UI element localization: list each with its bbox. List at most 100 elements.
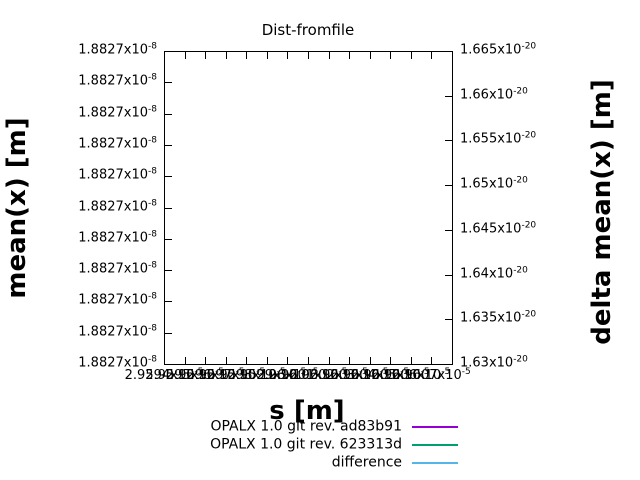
x-tick-mark-top (369, 52, 371, 59)
tick-mantissa: 2.9605x10 (350, 368, 421, 383)
y-tick-label-left: 1.8827x10-8 (37, 135, 157, 152)
x-tick-mark-top (184, 52, 186, 59)
x-tick-label: 2.9599x10-5 (227, 367, 307, 384)
tick-exponent: -5 (441, 367, 451, 377)
x-tick-mark-top (328, 52, 330, 59)
tick-mantissa: 2.96x10 (256, 368, 310, 383)
x-tick-mark-top (205, 52, 207, 59)
tick-mantissa: 1.8827x10 (78, 199, 149, 214)
tick-exponent: -8 (148, 260, 157, 271)
tick-mantissa: 1.635x10 (460, 310, 522, 326)
x-tick-mark-top (410, 52, 412, 59)
y-tick-label-left: 1.8827x10-8 (37, 229, 157, 246)
tick-exponent: -8 (148, 166, 157, 177)
y-tick-mark-left (165, 82, 172, 84)
tick-exponent: -5 (420, 367, 430, 377)
tick-exponent: -5 (235, 367, 245, 377)
tick-mantissa: 1.66x10 (460, 87, 514, 103)
tick-mantissa: 1.8827x10 (78, 136, 149, 152)
tick-exponent: -5 (297, 367, 307, 377)
legend-label: OPALX 1.0 git rev. ad83b91 (210, 418, 402, 435)
tick-exponent: -5 (256, 367, 266, 377)
y-tick-label-right: 1.64x10-20 (460, 265, 528, 282)
y-tick-mark-right (445, 185, 452, 187)
x-tick-mark-bottom (308, 357, 309, 364)
y-tick-label-right: 1.66x10-20 (460, 86, 528, 103)
y-tick-mark-left (165, 176, 172, 178)
x-tick-label: 2.9594x10-5 (125, 367, 204, 384)
legend-line-swatch (412, 462, 458, 464)
tick-exponent: -8 (148, 354, 157, 365)
y-tick-mark-right (445, 274, 452, 276)
tick-exponent: -8 (148, 323, 157, 334)
tick-exponent: -8 (148, 41, 157, 52)
y-tick-label-left: 1.8827x10-8 (37, 292, 157, 309)
tick-mantissa: 1.8827x10 (78, 73, 149, 89)
y-tick-label-left: 1.8827x10-8 (37, 104, 157, 121)
tick-exponent: -20 (513, 265, 528, 276)
tick-exponent: -20 (521, 309, 537, 320)
x-tick-label: 2.9598x10-5 (207, 367, 286, 384)
tick-mantissa: 2.9603x10 (309, 368, 380, 383)
y-tick-label-left: 1.8827x10-8 (37, 72, 157, 90)
tick-mantissa: 1.8827x10 (78, 324, 149, 340)
tick-exponent: -20 (521, 220, 537, 231)
tick-exponent: -5 (276, 367, 286, 377)
y-tick-label-left: 1.8827x10-8 (37, 166, 157, 184)
x-tick-mark-top (349, 52, 351, 59)
y-tick-label-right: 1.635x10-20 (460, 309, 537, 327)
tick-exponent: -5 (214, 367, 224, 377)
x-tick-mark-top (225, 52, 227, 59)
y-tick-mark-left (165, 301, 172, 303)
tick-mantissa: 1.65x10 (460, 176, 514, 192)
tick-mantissa: 1.8827x10 (78, 355, 149, 371)
y-tick-mark-left (165, 113, 172, 115)
tick-mantissa: 2.9596x10 (165, 368, 236, 383)
tick-exponent: -5 (338, 367, 348, 377)
plot-area (164, 51, 453, 365)
y-tick-label-right: 1.665x10-20 (460, 42, 536, 59)
x-tick-mark-top (390, 52, 392, 59)
x-tick-mark-bottom (287, 357, 289, 364)
tick-exponent: -8 (148, 135, 157, 146)
y-tick-mark-left (165, 238, 172, 240)
tick-exponent: -8 (148, 229, 157, 240)
y-tick-label-right: 1.63x10-20 (460, 354, 528, 372)
y-tick-mark-right (445, 95, 452, 97)
x-tick-mark-top (287, 52, 289, 59)
x-tick-label: 2.9606x10-5 (371, 367, 451, 384)
x-tick-label: 2.9603x10-5 (309, 367, 389, 384)
y-tick-label-left: 1.8827x10-8 (37, 41, 157, 59)
tick-mantissa: 1.8827x10 (78, 261, 149, 277)
legend-label: OPALX 1.0 git rev. 623313d (210, 436, 402, 453)
legend-line-swatch (412, 444, 458, 446)
y-tick-mark-left (165, 207, 172, 209)
tick-exponent: -8 (148, 72, 157, 83)
y-tick-label-right: 1.65x10-20 (460, 175, 528, 193)
y-tick-label-right: 1.655x10-20 (460, 131, 536, 148)
y-tick-label-left: 1.8827x10-8 (37, 260, 157, 278)
y-tick-label-left: 1.8827x10-8 (37, 323, 157, 340)
tick-exponent: -20 (513, 354, 528, 365)
x-tick-mark-bottom (205, 357, 207, 364)
tick-exponent: -5 (309, 367, 319, 377)
chart-title: Dist-fromfile (261, 21, 355, 39)
x-tick-mark-bottom (390, 357, 392, 364)
y-tick-label-left: 1.8827x10-8 (37, 198, 157, 215)
tick-mantissa: 1.8827x10 (78, 42, 149, 58)
x-tick-mark-bottom (246, 357, 248, 364)
x-tick-label: 2.9596x10-5 (165, 367, 245, 384)
x-tick-mark-top (246, 52, 248, 59)
tick-exponent: -20 (513, 86, 528, 97)
tick-exponent: -5 (194, 367, 204, 377)
tick-exponent: -8 (148, 198, 157, 208)
tick-exponent: -20 (513, 175, 528, 186)
tick-exponent: -5 (379, 367, 389, 377)
y-tick-mark-right (445, 319, 452, 321)
tick-mantissa: 2.9607x10 (392, 368, 462, 383)
tick-mantissa: 2.9606x10 (371, 368, 442, 383)
x-tick-mark-bottom (369, 357, 371, 364)
x-tick-mark-bottom (410, 357, 412, 364)
x-axis-label: s [m] (269, 396, 345, 426)
tick-exponent: -5 (400, 367, 410, 377)
